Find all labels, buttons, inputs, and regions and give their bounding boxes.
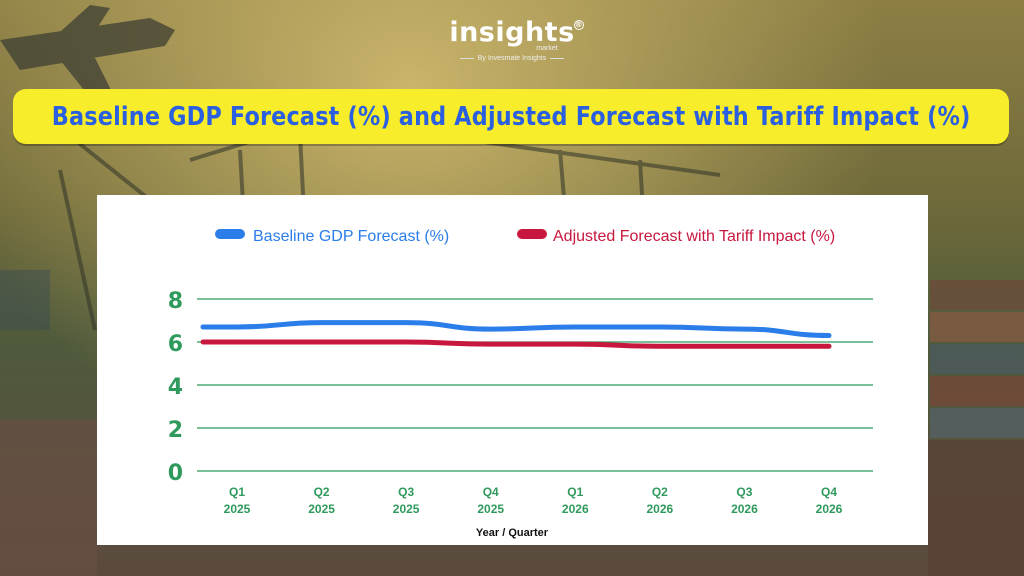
x-tick-label-quarter: Q2 [652,485,668,499]
x-tick-label-quarter: Q4 [821,485,837,499]
y-tick-label: 6 [168,332,183,357]
x-tick-label-quarter: Q3 [398,485,414,499]
legend: Baseline GDP Forecast (%) Adjusted Forec… [215,228,835,245]
brand-logo-block: insights ® market By Invesmate Insights [0,18,1024,63]
x-tick-label-year: 2026 [731,502,758,516]
x-tick-label-quarter: Q3 [736,485,752,499]
x-tick-label-year: 2025 [477,502,504,516]
line-chart: Baseline GDP Forecast (%) Adjusted Forec… [168,228,873,539]
x-tick-label-year: 2025 [224,502,251,516]
legend-label-adjusted: Adjusted Forecast with Tariff Impact (%) [553,228,835,245]
brand-tagline-text: By Invesmate Insights [477,55,547,62]
brand-logo-text: insights [449,17,575,48]
x-tick-label-year: 2025 [308,502,335,516]
legend-swatch-baseline [215,229,245,239]
x-tick-label-year: 2026 [647,502,674,516]
y-axis-ticks: 0 2 4 6 8 [168,289,183,486]
y-tick-label: 0 [168,461,183,486]
y-tick-label: 2 [168,418,183,443]
y-tick-label: 8 [168,289,183,314]
brand-tagline: By Invesmate Insights [0,54,1024,63]
x-tick-label-quarter: Q4 [483,485,499,499]
y-tick-label: 4 [168,375,183,400]
x-tick-label-quarter: Q1 [567,485,583,499]
series-lines [200,320,832,349]
chart-title: Baseline GDP Forecast (%) and Adjusted F… [51,101,971,132]
registered-mark: ® [573,20,584,30]
series-line-baseline [200,320,832,339]
title-banner: Baseline GDP Forecast (%) and Adjusted F… [13,89,1009,144]
brand-sub-text: market [536,45,558,52]
chart-panel: Baseline GDP Forecast (%) Adjusted Forec… [97,195,928,545]
series-line-adjusted [200,339,832,349]
brand-logo: insights ® [449,17,584,48]
x-tick-label-year: 2026 [562,502,589,516]
x-tick-label-year: 2026 [816,502,843,516]
legend-label-baseline: Baseline GDP Forecast (%) [253,228,449,245]
legend-swatch-adjusted [517,229,547,239]
x-axis-label: Year / Quarter [476,527,549,539]
x-tick-label-year: 2025 [393,502,420,516]
x-axis-ticks: Q1 2025 Q2 2025 Q3 2025 Q4 2025 Q1 2026 Q2 2026 Q3 20… [224,485,843,516]
x-tick-label-quarter: Q1 [229,485,245,499]
x-tick-label-quarter: Q2 [314,485,330,499]
